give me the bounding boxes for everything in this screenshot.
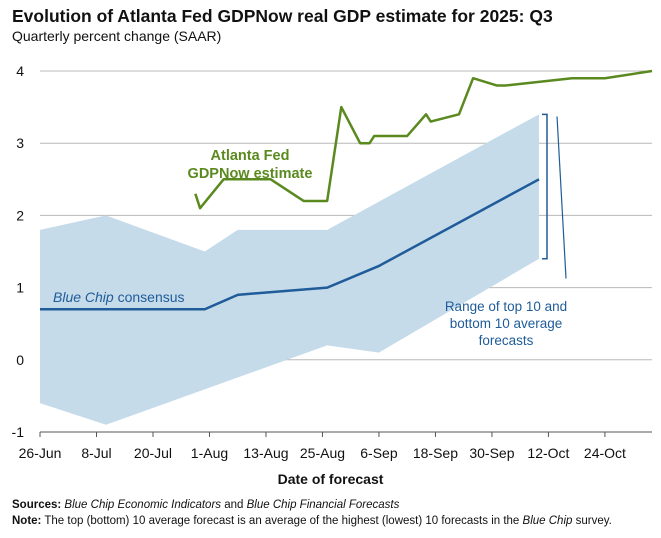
consensus-label: Blue Chip consensus xyxy=(53,289,185,305)
range-label-line: Range of top 10 and xyxy=(445,299,567,314)
y-tick-label: 4 xyxy=(16,63,24,79)
x-tick-label: 1-Aug xyxy=(191,445,228,461)
gdpnow-label-line: Atlanta Fed xyxy=(211,148,290,164)
sources-footnote: Sources: Blue Chip Economic Indicators a… xyxy=(12,499,399,511)
range-bracket xyxy=(542,113,548,260)
note-text-2: Blue Chip xyxy=(522,515,573,527)
gdpnow-estimate-line xyxy=(194,69,653,210)
sources-text-1: Blue Chip Economic Indicators xyxy=(64,499,222,511)
forecast-range-area xyxy=(40,114,540,425)
y-tick-label: 2 xyxy=(16,207,24,223)
y-tick-label: 0 xyxy=(16,352,24,368)
consensus-label-rest: consensus xyxy=(114,289,185,305)
x-tick-label: 30-Sep xyxy=(469,445,514,461)
consensus-label-italic: Blue Chip xyxy=(53,289,114,305)
chart-title: Evolution of Atlanta Fed GDPNow real GDP… xyxy=(12,6,553,26)
y-tick-label: 3 xyxy=(16,135,24,151)
chart-subtitle: Quarterly percent change (SAAR) xyxy=(12,28,222,44)
forecast-range-band xyxy=(40,114,540,425)
x-tick-label: 8-Jul xyxy=(81,445,111,461)
x-tick-label: 12-Oct xyxy=(527,445,569,461)
x-tick-label: 24-Oct xyxy=(584,445,626,461)
note-text-1: The top (bottom) 10 average forecast is … xyxy=(41,515,523,527)
sources-text-2: and xyxy=(221,499,247,511)
series-labels: Atlanta Fed GDPNow estimate Blue Chip cons… xyxy=(53,113,567,348)
x-tick-label: 13-Aug xyxy=(243,445,288,461)
sources-label: Sources: xyxy=(12,499,62,511)
x-tick-label: 20-Jul xyxy=(134,445,172,461)
y-tick-label: 1 xyxy=(16,280,24,296)
series-lines xyxy=(40,69,653,311)
range-leader-line xyxy=(556,116,567,279)
sources-text-3: Blue Chip Financial Forecasts xyxy=(246,499,400,511)
range-label-line: bottom 10 average xyxy=(450,316,563,331)
range-label-line: forecasts xyxy=(479,333,534,348)
gdpnow-label-line: GDPNow estimate xyxy=(188,166,313,182)
note-label: Note: xyxy=(12,515,42,527)
y-tick-label: -1 xyxy=(12,424,25,440)
axes: -1 0 1 2 3 4 26-Jun 8-Jul 20-Jul 1-Aug 13-Aug 25-Au… xyxy=(12,63,652,461)
note-footnote: Note: The top (bottom) 10 average foreca… xyxy=(12,515,612,527)
x-tick-label: 26-Jun xyxy=(19,445,62,461)
blue-chip-consensus-line xyxy=(40,178,540,311)
note-text-3: survey. xyxy=(572,515,612,527)
x-axis-title: Date of forecast xyxy=(277,471,384,487)
x-tick-label: 6-Sep xyxy=(360,445,398,461)
x-tick-label: 18-Sep xyxy=(413,445,458,461)
x-tick-label: 25-Aug xyxy=(300,445,345,461)
